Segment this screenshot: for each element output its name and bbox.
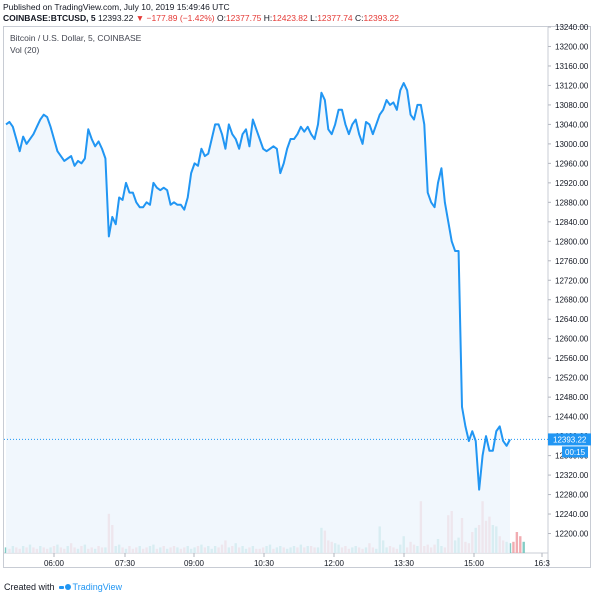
y-tick-label: 13200.00 (555, 42, 589, 51)
volume-bar (519, 536, 522, 553)
footer: Created with TradingView (4, 582, 122, 592)
open-value: 12377.75 (225, 13, 262, 23)
y-tick-label: 12560.00 (555, 354, 589, 363)
x-tick-label: 16:3 (534, 559, 550, 568)
x-tick-label: 10:30 (254, 559, 275, 568)
volume-bar (515, 532, 519, 553)
y-tick-label: 12920.00 (555, 179, 589, 188)
high-value: 12423.82 (272, 13, 308, 23)
y-tick-label: 12760.00 (555, 257, 589, 266)
y-tick-label: 12320.00 (555, 471, 589, 480)
x-tick-label: 07:30 (115, 559, 136, 568)
tradingview-brand: TradingView (72, 582, 123, 592)
y-tick-label: 12600.00 (555, 335, 589, 344)
y-tick-label: 12280.00 (555, 491, 589, 500)
x-tick-label: 06:00 (44, 559, 65, 568)
countdown-label: 00:15 (565, 448, 586, 457)
y-tick-label: 12880.00 (555, 198, 589, 207)
close-value: 12393.22 (363, 13, 399, 23)
volume-bar (512, 541, 515, 553)
low-label: L: (310, 13, 318, 23)
y-tick-label: 13160.00 (555, 62, 589, 71)
chart-frame (3, 26, 591, 568)
ohlc-readout: COINBASE:BTCUSD, 5 12393.22 ▼ −177.89 (−… (3, 13, 399, 23)
price-line (5, 82, 511, 491)
y-tick-label: 12520.00 (555, 374, 589, 383)
symbol-label: COINBASE:BTCUSD, 5 (3, 13, 96, 23)
y-tick-label: 13000.00 (555, 140, 589, 149)
close-label: C: (355, 13, 364, 23)
y-tick-label: 12680.00 (555, 296, 589, 305)
created-with-label: Created with (4, 582, 55, 592)
high-label: H: (263, 13, 273, 23)
y-tick-label: 12440.00 (555, 413, 589, 422)
tradingview-logo[interactable]: TradingView (58, 582, 123, 592)
x-tick-label: 13:30 (394, 559, 415, 568)
y-tick-label: 12800.00 (555, 237, 589, 246)
low-value: 12377.74 (317, 13, 353, 23)
y-tick-label: 12840.00 (555, 218, 589, 227)
y-tick-label: 12640.00 (555, 315, 589, 324)
y-tick-label: 12200.00 (555, 530, 589, 539)
y-tick-label: 12960.00 (555, 159, 589, 168)
x-tick-label: 15:00 (464, 559, 485, 568)
published-info: Published on TradingView.com, July 10, 2… (3, 2, 230, 12)
x-tick-label: 12:00 (324, 559, 345, 568)
price-area-fill (6, 83, 510, 553)
y-tick-label: 13080.00 (555, 101, 589, 110)
volume-legend: Vol (20) (10, 45, 40, 55)
open-label: O: (216, 13, 226, 23)
series-legend: Bitcoin / U.S. Dollar, 5, COINBASE (10, 33, 142, 43)
y-tick-label: 12480.00 (555, 393, 589, 402)
volume-bar (522, 541, 525, 553)
change-readout: ▼ −177.89 (−1.42%) (135, 13, 215, 23)
tradingview-logo-icon (58, 583, 71, 591)
x-tick-label: 09:00 (184, 559, 205, 568)
y-tick-label: 13120.00 (555, 81, 589, 90)
y-tick-label: 13040.00 (555, 120, 589, 129)
y-tick-label: 12720.00 (555, 276, 589, 285)
countdown-tag (562, 446, 588, 458)
last-price-tag-label: 12393.22 (553, 435, 587, 444)
last-price-tag (548, 433, 591, 446)
last-price-readout: 12393.22 (97, 13, 134, 23)
y-tick-label: 13240.00 (555, 23, 589, 32)
y-tick-label: 12240.00 (555, 510, 589, 519)
